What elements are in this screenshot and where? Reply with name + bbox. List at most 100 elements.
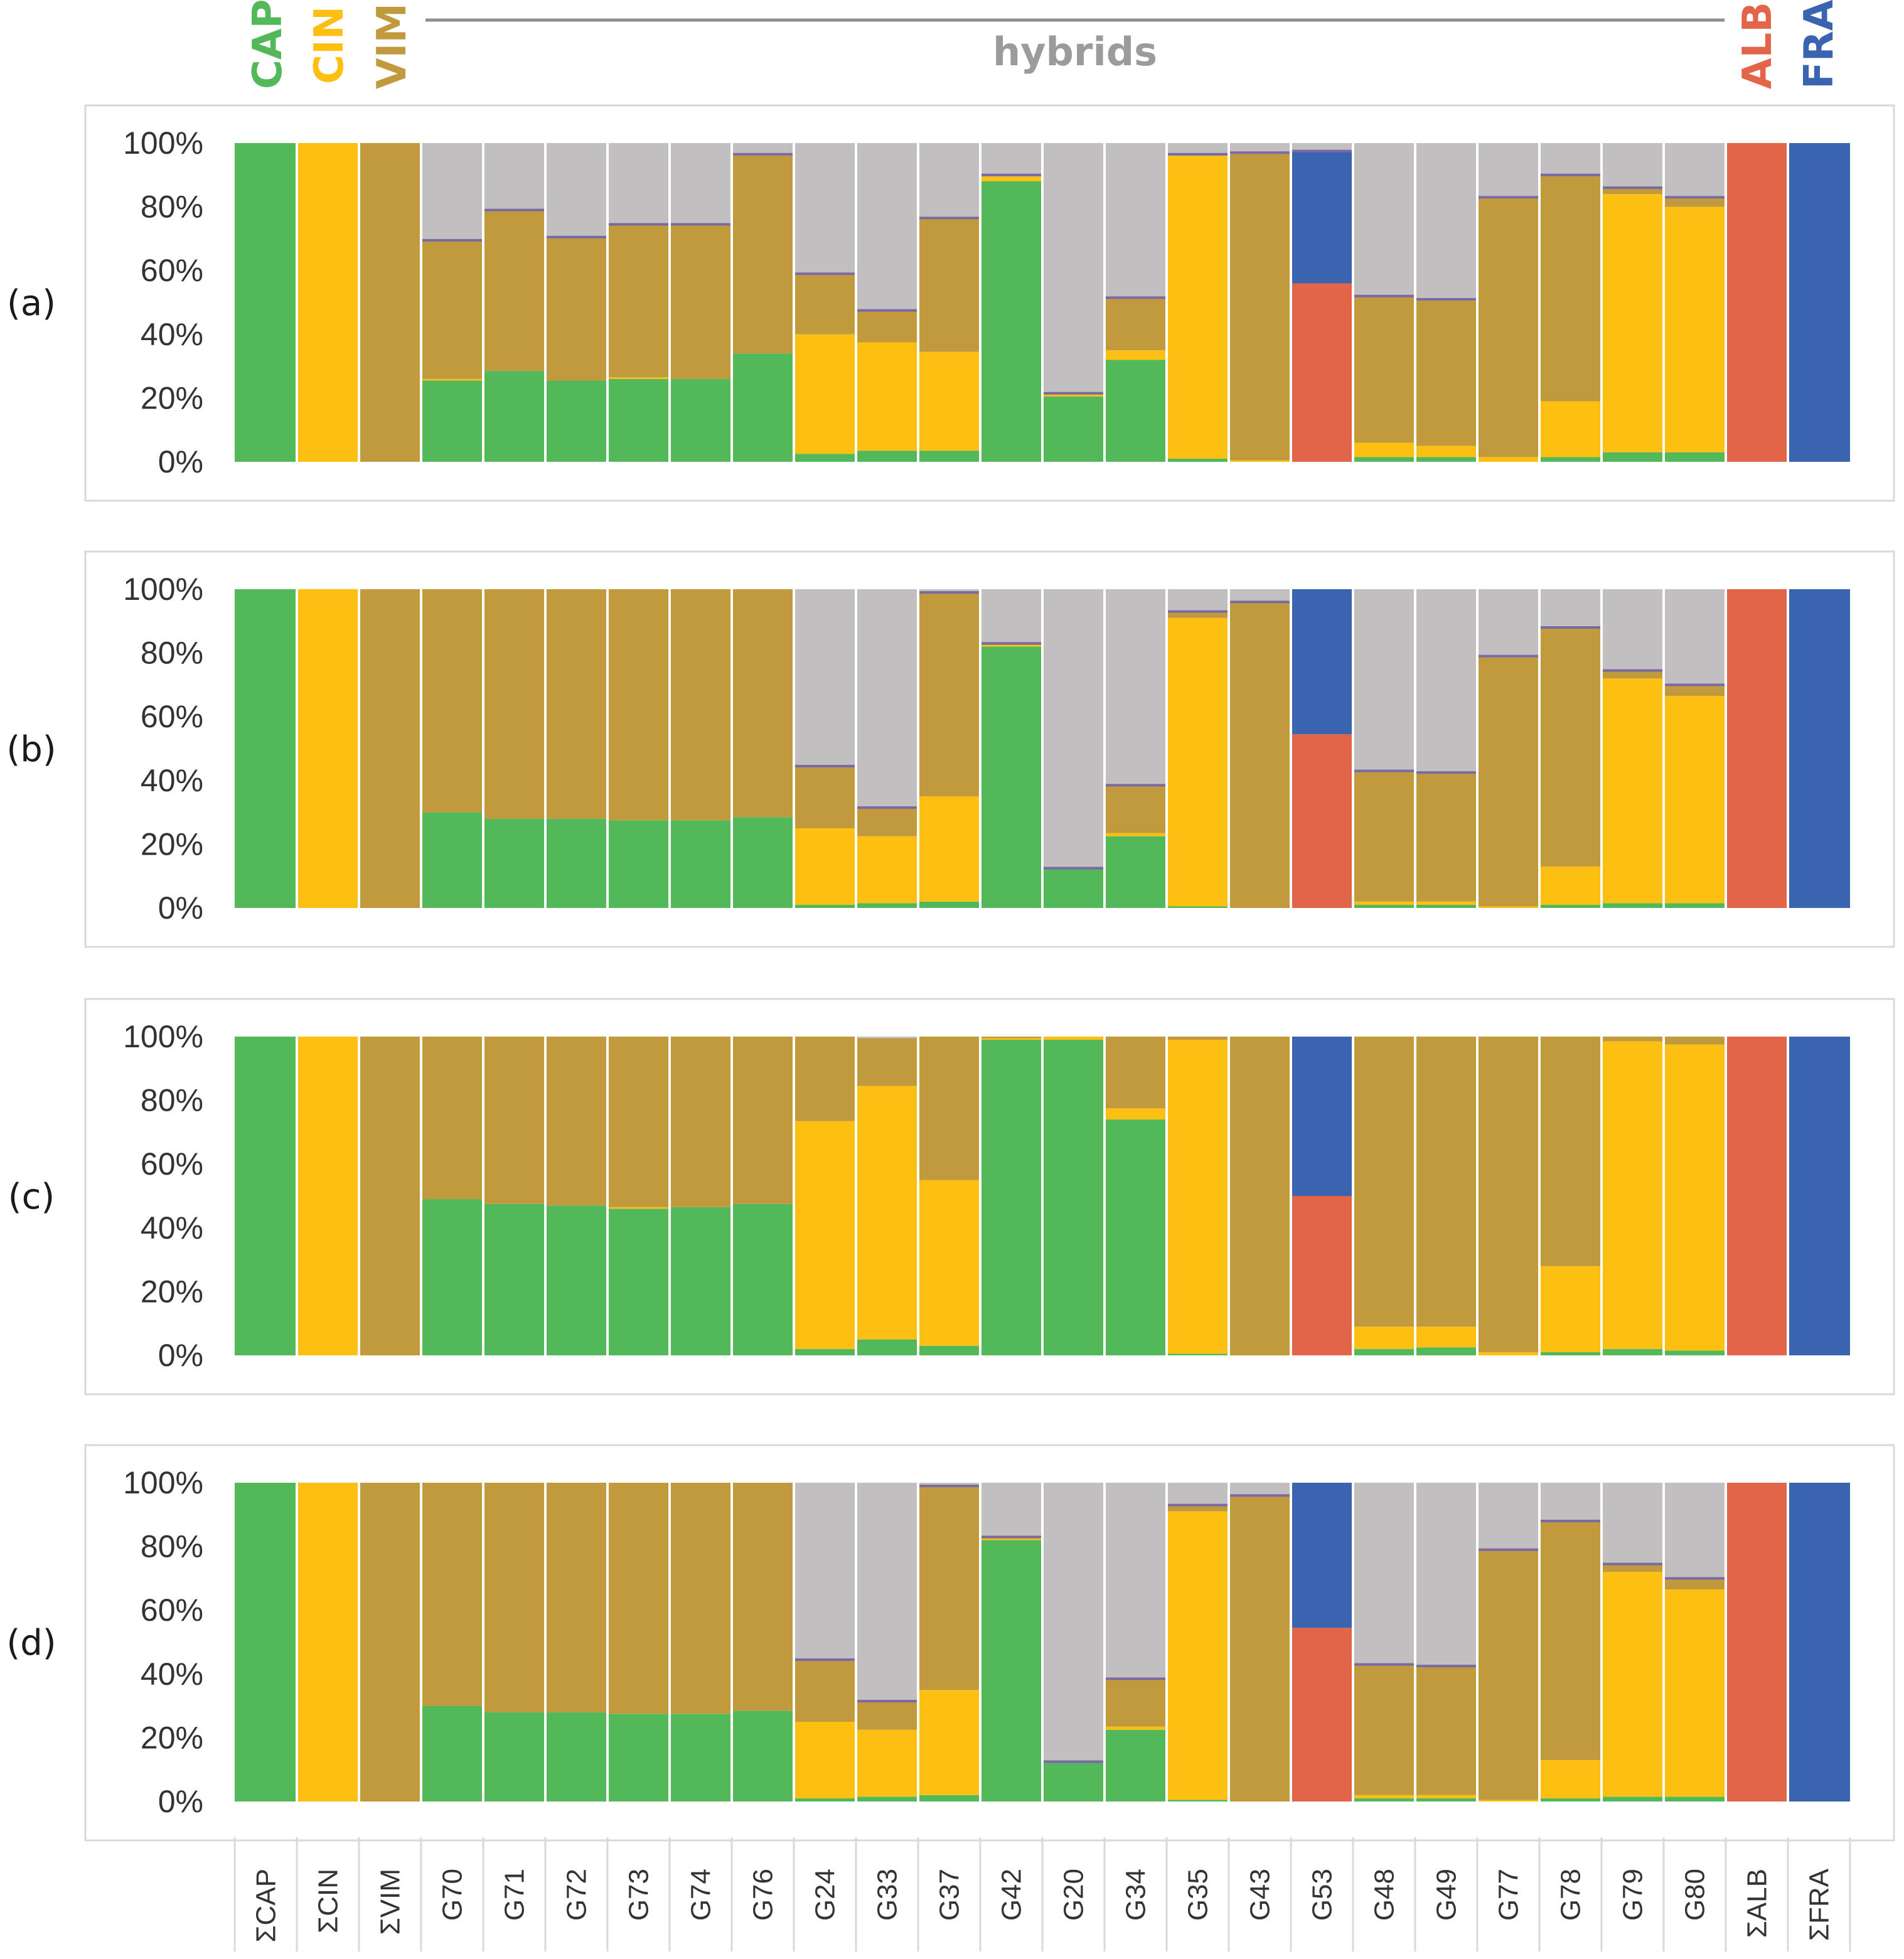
- bar-segment-cin: [856, 1729, 918, 1797]
- bar-segment-other: [1664, 1483, 1726, 1579]
- bar-segment-other: [918, 1483, 980, 1487]
- bar-segment-alb: [1726, 143, 1788, 462]
- bar-segment-cap: [1415, 1798, 1477, 1802]
- bar-segment-vim: [732, 1037, 794, 1204]
- bar-segment-cin: [1477, 1800, 1539, 1802]
- bar-segment-other: [1602, 1483, 1664, 1564]
- category-label: G74: [686, 1869, 717, 1921]
- bar-segment-fra: [1788, 143, 1850, 462]
- bar-segment-cin: [1415, 901, 1477, 905]
- bar-segment-other: [732, 143, 794, 154]
- bar-segment-other: [918, 143, 980, 218]
- bar-segment-cap: [794, 1348, 856, 1355]
- bar-segment-cap: [1167, 1800, 1229, 1802]
- bar-segment-cin: [1104, 350, 1167, 360]
- bar-G72: [545, 1483, 607, 1802]
- bar-segment-vim: [1104, 1679, 1167, 1727]
- bar-segment-other: [1602, 143, 1664, 188]
- bar-segment-vim: [794, 274, 856, 334]
- bar-segment-other: [980, 1483, 1042, 1537]
- panel-c: (c) 0% 20% 40% 60% 80% 100%: [8, 998, 1895, 1396]
- bar-segment-cin: [1539, 401, 1602, 457]
- bar-segment-vim: [607, 1483, 670, 1714]
- bar-segment-vim: [1539, 1037, 1602, 1266]
- bar-segment-cap: [235, 143, 297, 462]
- bar-segment-vim: [918, 1486, 980, 1690]
- bar-segment-boundary: [545, 235, 607, 238]
- bar-G33: [856, 143, 918, 462]
- bar-ΣVIM: [359, 1483, 421, 1802]
- bar-segment-cin: [1104, 833, 1167, 836]
- bar-segment-cap: [1602, 1796, 1664, 1802]
- category-label: G24: [810, 1869, 841, 1921]
- bar-ΣFRA: [1788, 1483, 1850, 1802]
- bar-segment-boundary: [1042, 392, 1104, 395]
- bar-segment-vim: [483, 1483, 545, 1712]
- bar-segment-other: [1539, 589, 1602, 627]
- bar-G77: [1477, 589, 1539, 908]
- header-fra-label: FRA: [1796, 0, 1842, 89]
- bar-segment-cap: [856, 1339, 918, 1355]
- bar-segment-alb: [1726, 589, 1788, 908]
- panel-label: (b): [6, 729, 56, 770]
- bar-ΣALB: [1726, 143, 1788, 462]
- bar-segment-alb: [1291, 1628, 1353, 1802]
- bar-segment-cin: [1415, 1795, 1477, 1798]
- bar-segment-cap: [545, 818, 607, 908]
- bar-segment-cin: [1042, 393, 1104, 397]
- bar-segment-boundary: [856, 806, 918, 809]
- bar-segment-boundary: [1477, 654, 1539, 658]
- bar-segment-cin: [1539, 1266, 1602, 1352]
- category-label: G72: [562, 1869, 592, 1921]
- bar-segment-vim: [1664, 1578, 1726, 1590]
- bar-segment-cin: [1664, 1589, 1726, 1797]
- bar-segment-cap: [545, 1712, 607, 1802]
- bar-segment-boundary: [1415, 771, 1477, 774]
- y-tick-label: 20%: [141, 826, 203, 862]
- bar-segment-other: [1353, 143, 1415, 296]
- bar-segment-cap: [1353, 1348, 1415, 1355]
- bar-segment-alb: [1291, 734, 1353, 908]
- category-label: G53: [1307, 1869, 1338, 1921]
- bar-G33: [856, 1483, 918, 1802]
- bar-segment-vim: [483, 1037, 545, 1204]
- category-label: G79: [1618, 1869, 1649, 1921]
- bar-segment-other: [1415, 1483, 1477, 1667]
- bar-segment-other: [1229, 589, 1291, 602]
- bar-segment-other: [1104, 143, 1167, 298]
- bar-segment-cap: [732, 817, 794, 908]
- bar-segment-vim: [1664, 685, 1726, 697]
- bar-segment-boundary: [1167, 152, 1229, 156]
- bar-segment-cin: [1167, 617, 1229, 907]
- bar-segment-other: [1664, 143, 1726, 198]
- bar-segment-cap: [1042, 868, 1104, 908]
- bar-segment-boundary: [1664, 196, 1726, 199]
- bar-ΣFRA: [1788, 143, 1850, 462]
- y-tick-label: 40%: [141, 1210, 203, 1246]
- panel-label: (d): [6, 1623, 56, 1663]
- bar-segment-other: [1353, 1483, 1415, 1665]
- bar-segment-vim: [670, 224, 732, 379]
- bar-segment-cin: [918, 1180, 980, 1346]
- bar-segment-other: [1539, 1483, 1602, 1521]
- bar-segment-cin: [794, 334, 856, 454]
- bar-segment-other: [1539, 143, 1602, 175]
- bar-segment-vim: [1167, 1505, 1229, 1512]
- bar-segment-cin: [1415, 1326, 1477, 1348]
- bar-G76: [732, 143, 794, 462]
- bar-segment-boundary: [1167, 610, 1229, 613]
- bar-segment-cap: [483, 1712, 545, 1802]
- bar-G42: [980, 1037, 1042, 1355]
- category-label: ΣCIN: [313, 1869, 344, 1933]
- bar-G24: [794, 1483, 856, 1802]
- bar-ΣVIM: [359, 589, 421, 908]
- header-cin-label: CIN: [306, 6, 353, 84]
- bar-G72: [545, 143, 607, 462]
- bar-segment-fra: [1788, 1037, 1850, 1355]
- bar-ΣCIN: [297, 1037, 359, 1355]
- bar-G24: [794, 1037, 856, 1355]
- bar-segment-cap: [235, 1483, 297, 1802]
- bar-segment-other: [421, 143, 483, 240]
- bar-G49: [1415, 143, 1477, 462]
- bar-G76: [732, 589, 794, 908]
